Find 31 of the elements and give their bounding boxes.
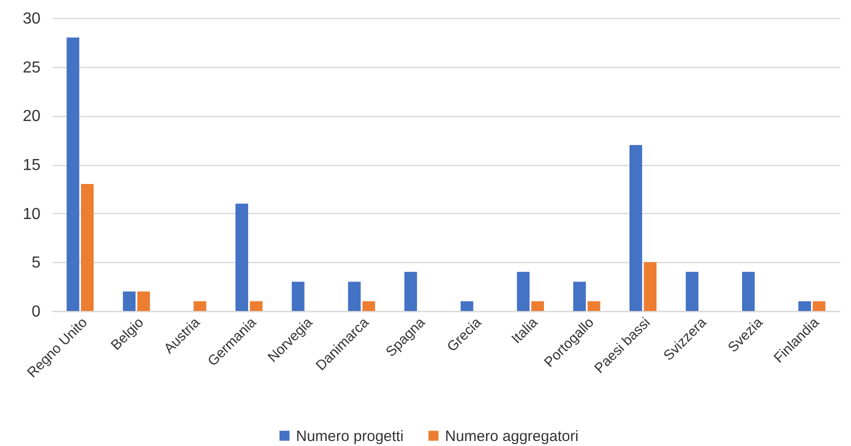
bar bbox=[812, 301, 826, 311]
y-tick-label: 15 bbox=[22, 157, 41, 174]
bar bbox=[235, 204, 248, 311]
bar bbox=[292, 282, 304, 311]
y-tick-label: 30 bbox=[22, 10, 41, 28]
bar bbox=[644, 262, 657, 311]
bar bbox=[686, 272, 698, 311]
bar bbox=[588, 301, 600, 311]
bar bbox=[362, 301, 376, 311]
bar bbox=[516, 272, 530, 311]
bar bbox=[742, 272, 755, 311]
bar bbox=[798, 301, 811, 311]
bar bbox=[531, 301, 544, 311]
bar bbox=[460, 301, 474, 311]
bar bbox=[629, 144, 642, 311]
bar bbox=[194, 301, 206, 311]
bar bbox=[404, 272, 417, 311]
bar bbox=[348, 282, 361, 311]
bar bbox=[81, 184, 94, 311]
bar bbox=[122, 291, 136, 311]
legend-label: Numero aggregatori bbox=[445, 428, 578, 445]
y-tick-label: 5 bbox=[32, 254, 41, 272]
bar bbox=[66, 38, 80, 311]
bar bbox=[250, 301, 263, 311]
y-tick-label: 0 bbox=[32, 304, 41, 320]
y-tick-label: 25 bbox=[22, 59, 41, 76]
bar bbox=[573, 282, 586, 311]
legend-label: Numero progetti bbox=[296, 428, 404, 445]
y-tick-label: 10 bbox=[22, 206, 41, 223]
y-tick-label: 20 bbox=[22, 108, 41, 126]
bar bbox=[137, 291, 150, 311]
